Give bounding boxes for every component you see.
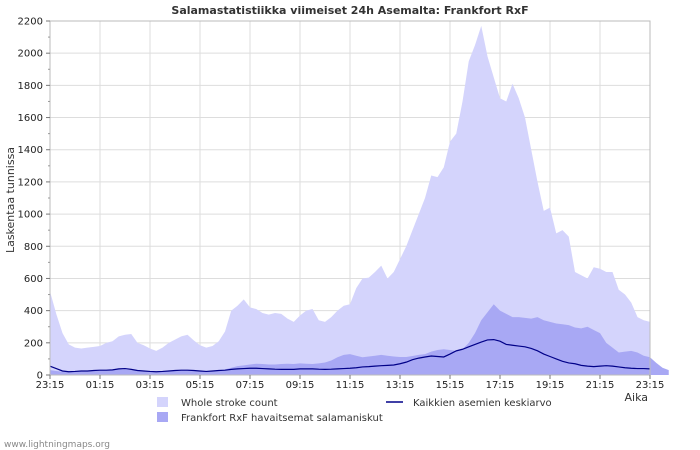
legend: Whole stroke count Frankfort RxF havaitse…	[157, 397, 552, 424]
x-tick-label: 15:15	[436, 380, 465, 391]
x-axis-label: Aika	[625, 391, 649, 404]
legend-swatch	[157, 397, 168, 407]
series-2-line	[49, 338, 651, 373]
legend-label: Kaikkien asemien keskiarvo	[413, 398, 552, 409]
x-tick-label: 13:15	[386, 380, 415, 391]
x-tick-label: 07:15	[236, 380, 265, 391]
watermark: www.lightningmaps.org	[4, 440, 110, 450]
x-tick-label: 11:15	[336, 380, 365, 391]
series-areas	[49, 25, 669, 376]
y-tick-label: 1200	[18, 177, 43, 188]
x-tick-label: 21:15	[586, 380, 615, 391]
x-tick-label: 01:15	[86, 380, 115, 391]
y-tick-label: 800	[24, 242, 43, 253]
x-tick-label: 09:15	[286, 380, 315, 391]
y-tick-label: 2200	[18, 17, 43, 28]
y-tick-label: 0	[37, 371, 43, 382]
legend-swatch	[157, 412, 168, 422]
series-0-area	[50, 25, 650, 376]
y-axis-label: Laskentaa tunnissa	[4, 147, 17, 253]
y-tick-label: 600	[24, 274, 43, 285]
y-axis: 0 200 400 600 800 1000 1200 1400 1600 1800 2000 220…	[18, 17, 50, 382]
series-1-area	[50, 304, 669, 375]
x-tick-label: 23:15	[636, 380, 665, 391]
y-tick-label: 400	[24, 306, 43, 317]
x-tick-label: 05:15	[186, 380, 215, 391]
x-tick-label: 19:15	[536, 380, 565, 391]
y-tick-label: 1000	[18, 210, 43, 221]
x-tick-label: 03:15	[136, 380, 165, 391]
x-tick-label: 23:15	[36, 380, 65, 391]
x-tick-label: 17:15	[486, 380, 515, 391]
y-tick-label: 2000	[18, 49, 43, 60]
y-tick-label: 1600	[18, 113, 43, 124]
legend-label: Frankfort RxF havaitsemat salamaniskut	[181, 413, 383, 424]
y-tick-label: 1800	[18, 81, 43, 92]
chart-title: Salamastatistiikka viimeiset 24h Asemalt…	[171, 4, 528, 17]
x-axis: 23:15 01:15 03:15 05:15 07:15 09:15 11:15 13:15…	[36, 375, 665, 391]
legend-label: Whole stroke count	[181, 398, 278, 409]
y-tick-label: 1400	[18, 145, 43, 156]
y-tick-label: 200	[24, 338, 43, 349]
